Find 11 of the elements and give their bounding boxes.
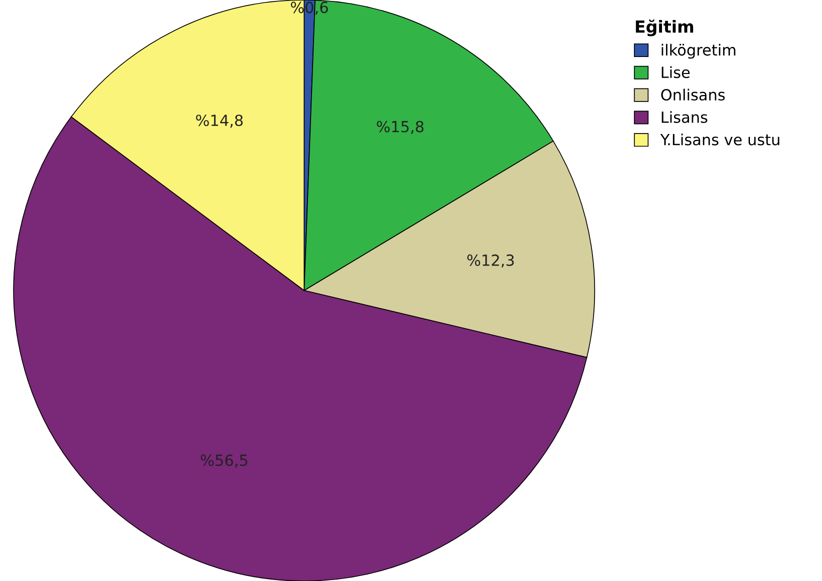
legend-label: Lise: [662, 66, 690, 78]
legend-label: Onlisans: [661, 88, 725, 101]
data-label: %14,8: [196, 114, 243, 128]
legend-title: Eğitim: [636, 20, 694, 36]
data-label: %12,3: [467, 254, 514, 268]
legend-label: ilkögretim: [662, 44, 736, 59]
data-label: %56,5: [200, 454, 248, 468]
legend-label: Lisans: [662, 111, 708, 123]
data-label: %0,6: [290, 2, 328, 15]
data-label: %15,8: [376, 120, 424, 134]
legend-label: Y.Lisans ve ustu: [660, 134, 780, 146]
